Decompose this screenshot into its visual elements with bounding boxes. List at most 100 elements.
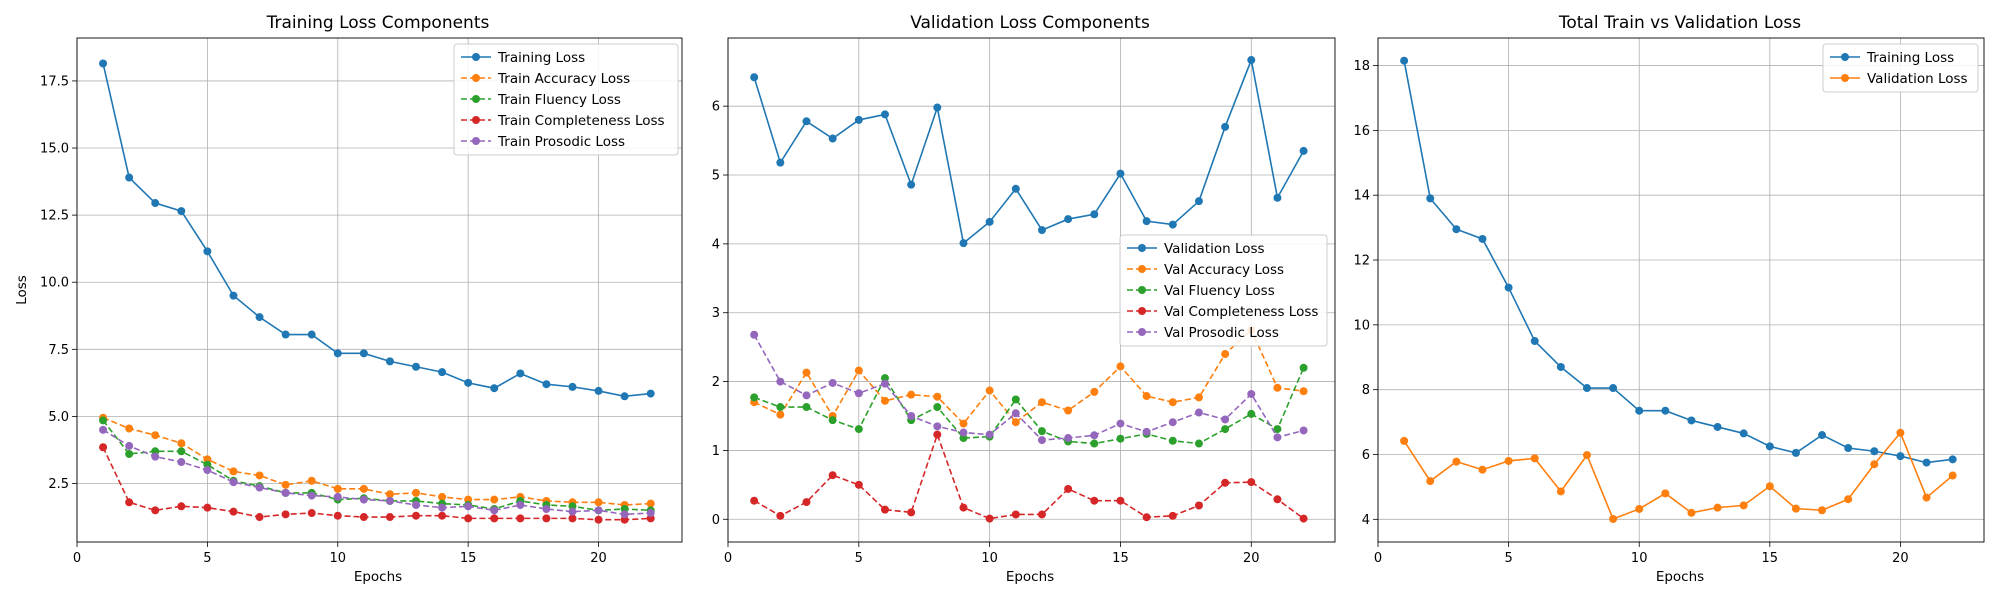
- data-point: [1011, 184, 1020, 193]
- data-point: [385, 490, 394, 499]
- data-point: [490, 506, 499, 515]
- data-point: [281, 330, 290, 339]
- data-point: [385, 357, 394, 366]
- data-point: [802, 117, 811, 126]
- data-point: [1299, 146, 1308, 155]
- x-tick-label: 20: [1243, 551, 1260, 566]
- series-line: [1403, 431, 1954, 521]
- data-point: [933, 403, 942, 412]
- data-point: [333, 349, 342, 358]
- series-line: [102, 417, 651, 506]
- data-point: [933, 422, 942, 431]
- data-point: [1870, 447, 1879, 456]
- y-tick-label: 2.5: [48, 477, 69, 492]
- legend-item: Val Prosodic Loss: [1127, 325, 1279, 341]
- legend-label: Val Completeness Loss: [1164, 304, 1318, 320]
- legend-item: Val Accuracy Loss: [1127, 262, 1284, 278]
- data-point: [1064, 484, 1073, 493]
- data-point: [985, 430, 994, 439]
- legend-swatch-marker: [1138, 307, 1146, 315]
- data-point: [1142, 427, 1151, 436]
- data-point: [750, 393, 759, 402]
- data-point: [1247, 389, 1256, 398]
- data-point: [594, 386, 603, 395]
- data-point: [1765, 482, 1774, 491]
- legend-box: [1822, 43, 1979, 93]
- data-point: [646, 389, 655, 398]
- data-point: [1739, 501, 1748, 510]
- data-point: [1011, 395, 1020, 404]
- data-point: [959, 434, 968, 443]
- data-point: [854, 480, 863, 489]
- data-point: [828, 471, 837, 480]
- data-point: [99, 425, 108, 434]
- y-tick-label: 10.0: [40, 276, 69, 291]
- y-tick-label: 18: [1353, 59, 1370, 74]
- data-point: [490, 495, 499, 504]
- data-point: [1011, 510, 1020, 519]
- data-point: [1116, 496, 1125, 505]
- y-tick-label: 6: [1362, 448, 1370, 463]
- data-point: [412, 511, 421, 520]
- data-point: [1948, 455, 1957, 464]
- data-point: [907, 390, 916, 399]
- data-point: [1090, 387, 1099, 396]
- data-point: [1844, 444, 1853, 453]
- legend-swatch-marker: [472, 53, 480, 61]
- data-point: [1116, 362, 1125, 371]
- data-point: [1168, 436, 1177, 445]
- data-point: [203, 503, 212, 512]
- data-point: [1168, 220, 1177, 229]
- panel-title: Training Loss Components: [266, 13, 490, 33]
- data-point: [99, 59, 108, 68]
- data-point: [776, 158, 785, 167]
- data-point: [490, 384, 499, 393]
- data-point: [1194, 501, 1203, 510]
- legend-swatch-marker: [1841, 74, 1849, 82]
- data-point: [438, 368, 447, 377]
- data-point: [1896, 428, 1905, 437]
- data-point: [307, 509, 316, 518]
- data-point: [1037, 510, 1046, 519]
- legend-box: [453, 43, 679, 156]
- data-point: [281, 480, 290, 489]
- data-point: [776, 403, 785, 412]
- x-tick-label: 20: [1892, 551, 1909, 566]
- data-point: [1713, 422, 1722, 431]
- data-point: [1064, 406, 1073, 415]
- data-point: [412, 362, 421, 371]
- legend-item: Validation Loss: [1127, 241, 1265, 257]
- grid: [76, 38, 682, 542]
- data-point: [1273, 193, 1282, 202]
- data-point: [933, 103, 942, 112]
- data-point: [307, 330, 316, 339]
- data-point: [1116, 419, 1125, 428]
- x-tick-label: 10: [1631, 551, 1648, 566]
- data-point: [359, 495, 368, 504]
- data-point: [1582, 451, 1591, 460]
- data-point: [1090, 496, 1099, 505]
- data-point: [1273, 425, 1282, 434]
- legend-box: [1119, 234, 1328, 347]
- y-tick-label: 2: [712, 375, 720, 390]
- y-tick-label: 4: [712, 237, 720, 252]
- data-point: [177, 439, 186, 448]
- data-point: [1504, 456, 1513, 465]
- data-point: [776, 511, 785, 520]
- series-val-prosodic-loss: [750, 330, 1308, 445]
- data-point: [1090, 210, 1099, 219]
- data-point: [464, 502, 473, 511]
- data-point: [1400, 56, 1409, 65]
- data-point: [959, 239, 968, 248]
- data-point: [1635, 406, 1644, 415]
- data-point: [907, 180, 916, 189]
- data-point: [1426, 194, 1435, 203]
- data-point: [854, 425, 863, 434]
- data-point: [1221, 122, 1230, 131]
- series-val-accuracy-loss: [750, 325, 1308, 428]
- y-tick-label: 3: [712, 306, 720, 321]
- series-validation-loss: [750, 56, 1308, 248]
- data-point: [412, 500, 421, 509]
- data-point: [229, 291, 238, 300]
